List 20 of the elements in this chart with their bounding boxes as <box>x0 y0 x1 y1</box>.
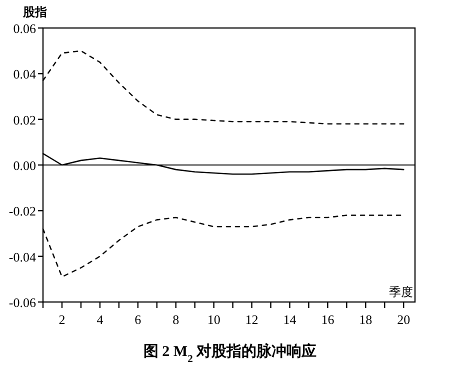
x-tick-label: 12 <box>245 312 258 327</box>
x-tick-label: 14 <box>283 312 297 327</box>
y-tick-label: -0.02 <box>8 203 36 218</box>
x-tick-label: 18 <box>359 312 372 327</box>
x-tick-label: 4 <box>96 312 104 327</box>
x-tick-label: 20 <box>397 312 410 327</box>
y-axis-title: 股指 <box>22 5 47 19</box>
y-tick-label: 0.06 <box>13 20 36 36</box>
y-tick-label: 0.00 <box>13 158 36 172</box>
y-tick-label: 0.02 <box>13 112 36 127</box>
y-tick-label: -0.04 <box>8 248 36 264</box>
x-axis-title: 季度 <box>389 285 413 299</box>
x-tick-label: 6 <box>134 312 142 327</box>
x-tick-label: 16 <box>321 312 335 327</box>
x-tick-label: 8 <box>172 312 180 327</box>
x-tick-label: 2 <box>58 312 66 327</box>
text: 图 2 M$_{2}$ 对股指的脉冲响应 <box>143 342 317 364</box>
y-tick-label: -0.06 <box>8 294 36 310</box>
x-tick-label: 10 <box>207 312 220 327</box>
y-tick-label: 0.04 <box>13 66 36 82</box>
